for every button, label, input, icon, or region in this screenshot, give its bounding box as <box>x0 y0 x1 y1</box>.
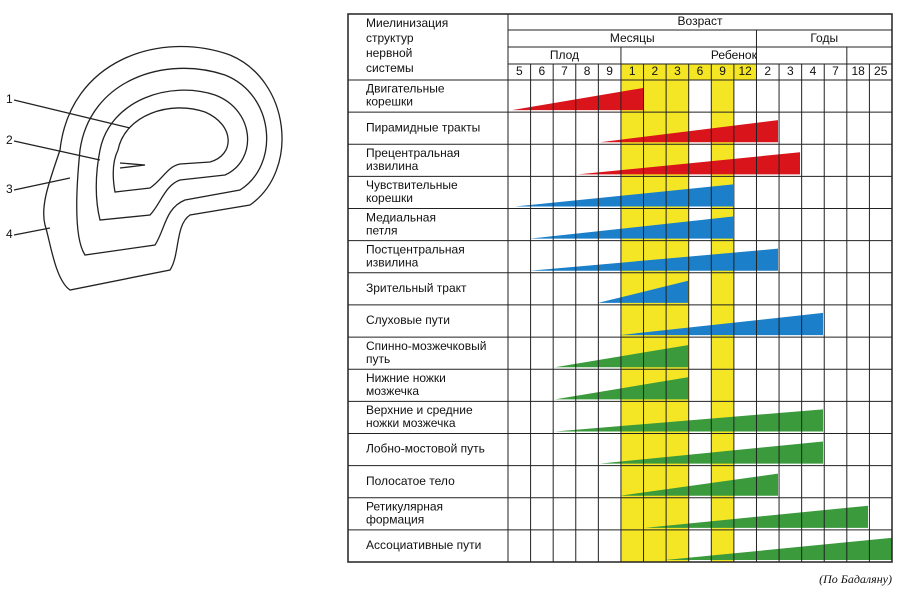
wedge <box>555 345 688 368</box>
column-label: 2 <box>651 64 658 78</box>
caption: (По Бадаляну) <box>819 572 892 586</box>
wedge <box>530 248 778 271</box>
column-label: 4 <box>810 64 817 78</box>
row-label: путь <box>366 352 390 366</box>
column-label: 9 <box>719 64 726 78</box>
header: Возраст <box>678 14 723 28</box>
column-label: 3 <box>787 64 794 78</box>
wedge <box>600 441 823 464</box>
wedge <box>555 377 688 400</box>
column-label: 6 <box>697 64 704 78</box>
row-label: ножки мозжечка <box>366 416 456 430</box>
row-label: извилина <box>366 159 419 173</box>
header: Ребенок <box>711 48 758 62</box>
row-label: Медиальная <box>366 210 436 224</box>
column-label: 7 <box>561 64 568 78</box>
row-label: Ассоциативные пути <box>366 538 481 552</box>
column-label: 2 <box>764 64 771 78</box>
row-label: петля <box>366 223 398 237</box>
corner-text: Миелинизация <box>366 16 448 30</box>
column-label: 3 <box>674 64 681 78</box>
wedge <box>665 537 892 560</box>
wedge <box>620 473 778 496</box>
head-label: 3 <box>6 182 13 196</box>
corner-text: системы <box>366 61 414 75</box>
corner-text: нервной <box>366 46 412 60</box>
row-label: корешки <box>366 95 413 109</box>
head-drawing <box>13 45 283 291</box>
wedge <box>515 184 733 207</box>
table-frame <box>347 13 893 563</box>
row-label: Спинно-мозжечковый <box>366 339 486 353</box>
header: Плод <box>550 48 579 62</box>
head-label: 2 <box>6 133 13 147</box>
row-label: формация <box>366 512 424 526</box>
wedge <box>530 216 733 239</box>
row-label: Верхние и средние <box>366 403 473 417</box>
wedge <box>512 88 643 111</box>
row-label: извилина <box>366 255 419 269</box>
header: Месяцы <box>610 31 655 45</box>
row-label: Прецентральная <box>366 146 460 160</box>
row-label: Чувствительные <box>366 178 458 192</box>
row-label: мозжечка <box>366 384 419 398</box>
column-label: 8 <box>584 64 591 78</box>
column-label: 9 <box>606 64 613 78</box>
row-label: Постцентральная <box>366 242 465 256</box>
column-label: 1 <box>629 64 636 78</box>
column-label: 12 <box>738 64 752 78</box>
row-label: Зрительный тракт <box>366 281 467 295</box>
row-label: Полосатое тело <box>366 474 455 488</box>
row-label: Пирамидные тракты <box>366 120 480 134</box>
header: Годы <box>810 31 838 45</box>
wedge <box>620 312 823 336</box>
row-label: корешки <box>366 191 413 205</box>
column-label: 18 <box>851 64 865 78</box>
head-label: 4 <box>6 227 13 241</box>
row-label: Двигательные <box>366 82 445 96</box>
yellow-band <box>620 80 689 562</box>
column-label: 6 <box>539 64 546 78</box>
corner-text: структур <box>366 31 414 45</box>
column-label: 25 <box>874 64 888 78</box>
row-label: Лобно-мостовой путь <box>366 442 485 456</box>
head-label: 1 <box>6 92 13 106</box>
column-label: 7 <box>832 64 839 78</box>
column-label: 5 <box>516 64 523 78</box>
row-label: Слуховые пути <box>366 313 450 327</box>
row-label: Нижние ножки <box>366 371 446 385</box>
row-label: Ретикулярная <box>366 499 443 513</box>
